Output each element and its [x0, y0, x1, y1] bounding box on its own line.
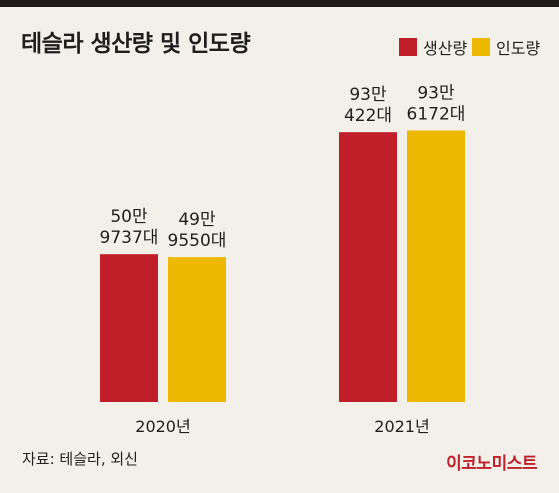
source-note: 자료: 테슬라, 외신 — [22, 450, 138, 468]
legend-label-delivery: 인도량 — [496, 39, 541, 58]
data-label-delivery-1-0: 93만 — [417, 84, 455, 104]
data-label-production-1-1: 422대 — [344, 106, 392, 126]
bar-delivery-0 — [168, 257, 226, 402]
bar-production-1 — [339, 132, 397, 403]
x-tick-label-0: 2020년 — [135, 417, 190, 436]
brand-logo: 이코노미스트 — [446, 454, 537, 474]
data-label-delivery-0-0: 49만 — [178, 210, 216, 230]
data-label-delivery-0-1: 9550대 — [168, 231, 227, 251]
data-label-delivery-1-1: 6172대 — [407, 105, 466, 125]
legend-item-production: 생산량 — [399, 35, 467, 59]
chart-title: 테슬라 생산량 및 인도량 — [21, 31, 251, 57]
top-bar — [0, 0, 559, 7]
bar-delivery-1 — [407, 130, 465, 402]
legend-swatch-delivery — [472, 38, 490, 56]
data-label-production-1-0: 93만 — [349, 85, 387, 105]
data-label-production-0-0: 50만 — [110, 207, 148, 227]
data-label-production-0-1: 9737대 — [100, 228, 159, 248]
legend-label-production: 생산량 — [423, 39, 468, 58]
bar-production-0 — [100, 254, 158, 402]
legend-swatch-production — [399, 38, 417, 56]
x-tick-label-1: 2021년 — [374, 417, 429, 436]
legend-item-delivery: 인도량 — [472, 35, 540, 59]
